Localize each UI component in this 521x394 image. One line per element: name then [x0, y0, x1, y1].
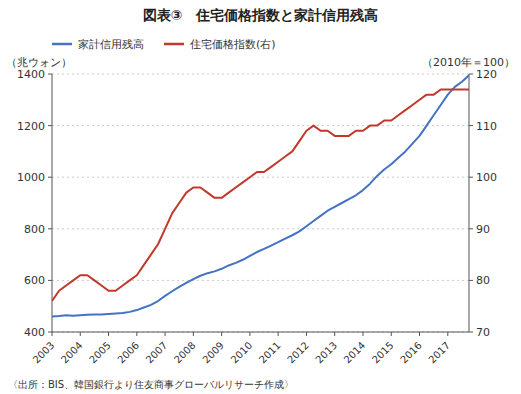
- chart: 図表③ 住宅価格指数と家計信用残高 400 600 800 1000 1200 1400 70…: [0, 0, 521, 394]
- y2-tick: [469, 280, 473, 281]
- y2-tick: [469, 74, 473, 75]
- x-tick-label: 2005: [87, 340, 113, 366]
- y2-tick: [469, 177, 473, 178]
- x-tick: [249, 332, 250, 336]
- y2-tick: [469, 332, 473, 333]
- title: 図表③ 住宅価格指数と家計信用残高: [143, 7, 379, 23]
- x-tick-label: 2010: [229, 340, 255, 366]
- y-tick: [48, 280, 52, 281]
- grid-line: [52, 280, 469, 281]
- x-tick: [278, 332, 279, 336]
- y-tick-label: 800: [24, 223, 45, 236]
- x-tick: [193, 332, 194, 336]
- grid-line: [52, 228, 469, 229]
- y2-tick-label: 90: [476, 223, 490, 236]
- y2-tick: [469, 125, 473, 126]
- grid: [52, 74, 469, 332]
- y-tick: [48, 74, 52, 75]
- y-tick: [48, 177, 52, 178]
- series-line: [52, 75, 469, 316]
- x-tick-label: 2007: [144, 340, 170, 366]
- y2-axis-label: （2010年＝100）: [422, 56, 515, 69]
- y2-tick-label: 100: [476, 171, 497, 184]
- x-tick-label: 2011: [257, 340, 283, 366]
- legend-swatch: [164, 43, 184, 46]
- x-tick: [165, 332, 166, 336]
- x-tick: [221, 332, 222, 336]
- footnote: 〈出所：BIS、韓国銀行より住友商事グローバルリサーチ作成〉: [8, 379, 294, 390]
- x-tick: [306, 332, 307, 336]
- x-tick: [391, 332, 392, 336]
- y2-tick-label: 80: [476, 274, 490, 287]
- y2-tick: [469, 228, 473, 229]
- legend-label: 住宅価格指数(右): [190, 38, 276, 51]
- x-tick-label: 2013: [313, 340, 339, 366]
- y-tick: [48, 125, 52, 126]
- x-tick: [108, 332, 109, 336]
- y2-axis-line: [469, 74, 470, 332]
- x-axis-line: [52, 332, 469, 333]
- x-tick-label: 2003: [31, 340, 57, 366]
- y-axis-line: [52, 74, 53, 332]
- y2-tick-label: 120: [476, 68, 497, 81]
- legend: 家計信用残高 住宅価格指数(右): [52, 38, 276, 51]
- x-tick: [80, 332, 81, 336]
- x-tick-label: 2017: [426, 340, 452, 366]
- y-tick-label: 400: [24, 326, 45, 339]
- y-tick-label: 1200: [17, 120, 45, 133]
- legend-item: 住宅価格指数(右): [164, 38, 276, 51]
- grid-line: [52, 125, 469, 126]
- y2-tick-label: 70: [476, 326, 490, 339]
- y-tick-label: 600: [24, 274, 45, 287]
- grid-line: [52, 332, 469, 333]
- legend-item: 家計信用残高: [52, 38, 144, 51]
- x-tick-label: 2004: [59, 340, 85, 366]
- y-tick: [48, 332, 52, 333]
- legend-label: 家計信用残高: [78, 38, 144, 51]
- x-tick-label: 2014: [342, 340, 368, 366]
- y-axis-label: （兆ウォン）: [6, 56, 72, 69]
- x-tick: [136, 332, 137, 336]
- axes: 400 600 800 1000 1200 1400 70 80 90 100 110 120 2003…: [17, 68, 497, 365]
- x-tick-label: 2016: [398, 340, 424, 366]
- x-tick-label: 2008: [172, 340, 198, 366]
- x-tick-label: 2009: [200, 340, 226, 366]
- series-line: [52, 89, 469, 301]
- x-tick: [334, 332, 335, 336]
- legend-swatch: [52, 43, 72, 46]
- y-tick-label: 1000: [17, 171, 45, 184]
- grid-line: [52, 74, 469, 75]
- y-tick: [48, 228, 52, 229]
- x-tick-label: 2006: [115, 340, 141, 366]
- lines: [52, 75, 469, 316]
- x-tick: [447, 332, 448, 336]
- x-tick-label: 2015: [370, 340, 396, 366]
- x-tick: [362, 332, 363, 336]
- x-tick: [52, 332, 53, 336]
- x-tick-label: 2012: [285, 340, 311, 366]
- y-tick-label: 1400: [17, 68, 45, 81]
- x-tick: [419, 332, 420, 336]
- y2-tick-label: 110: [476, 120, 497, 133]
- grid-line: [52, 177, 469, 178]
